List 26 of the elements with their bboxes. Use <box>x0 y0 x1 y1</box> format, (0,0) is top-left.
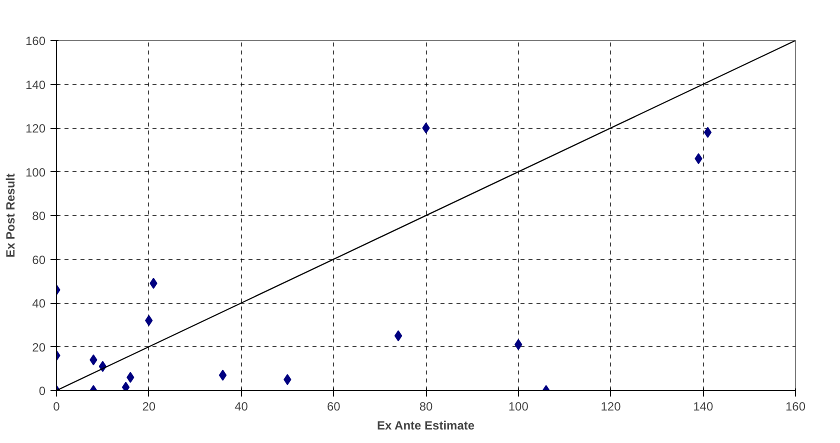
point <box>145 315 153 326</box>
x-tick-label: 60 <box>326 400 341 414</box>
x-tick-label: 140 <box>693 400 714 414</box>
y-tick-label: 20 <box>32 340 46 354</box>
x-axis-title: Ex Ante Estimate <box>376 418 475 432</box>
x-tick-label: 160 <box>785 400 806 414</box>
x-tick-label: 0 <box>53 400 60 414</box>
point <box>422 122 430 134</box>
y-tick-label: 40 <box>32 296 46 310</box>
x-tick-label: 120 <box>600 400 622 414</box>
point <box>218 370 227 381</box>
x-tick-label: 80 <box>419 400 433 414</box>
point <box>704 126 712 138</box>
y-tick-label: 160 <box>25 34 46 48</box>
y-tick-label: 120 <box>25 122 46 136</box>
y-tick-label: 60 <box>32 252 46 267</box>
y-tick-label: 140 <box>25 78 46 92</box>
x-tick-label: 40 <box>234 400 248 414</box>
x-tick-label: 20 <box>142 400 156 414</box>
y-tick-label: 80 <box>32 209 46 223</box>
y-tick-label: 100 <box>25 165 46 180</box>
point <box>394 330 402 342</box>
y-axis-title: Ex Post Result <box>3 173 18 258</box>
y-tick-label: 0 <box>38 384 46 398</box>
point <box>122 382 130 390</box>
x-tick-label: 100 <box>508 400 529 414</box>
